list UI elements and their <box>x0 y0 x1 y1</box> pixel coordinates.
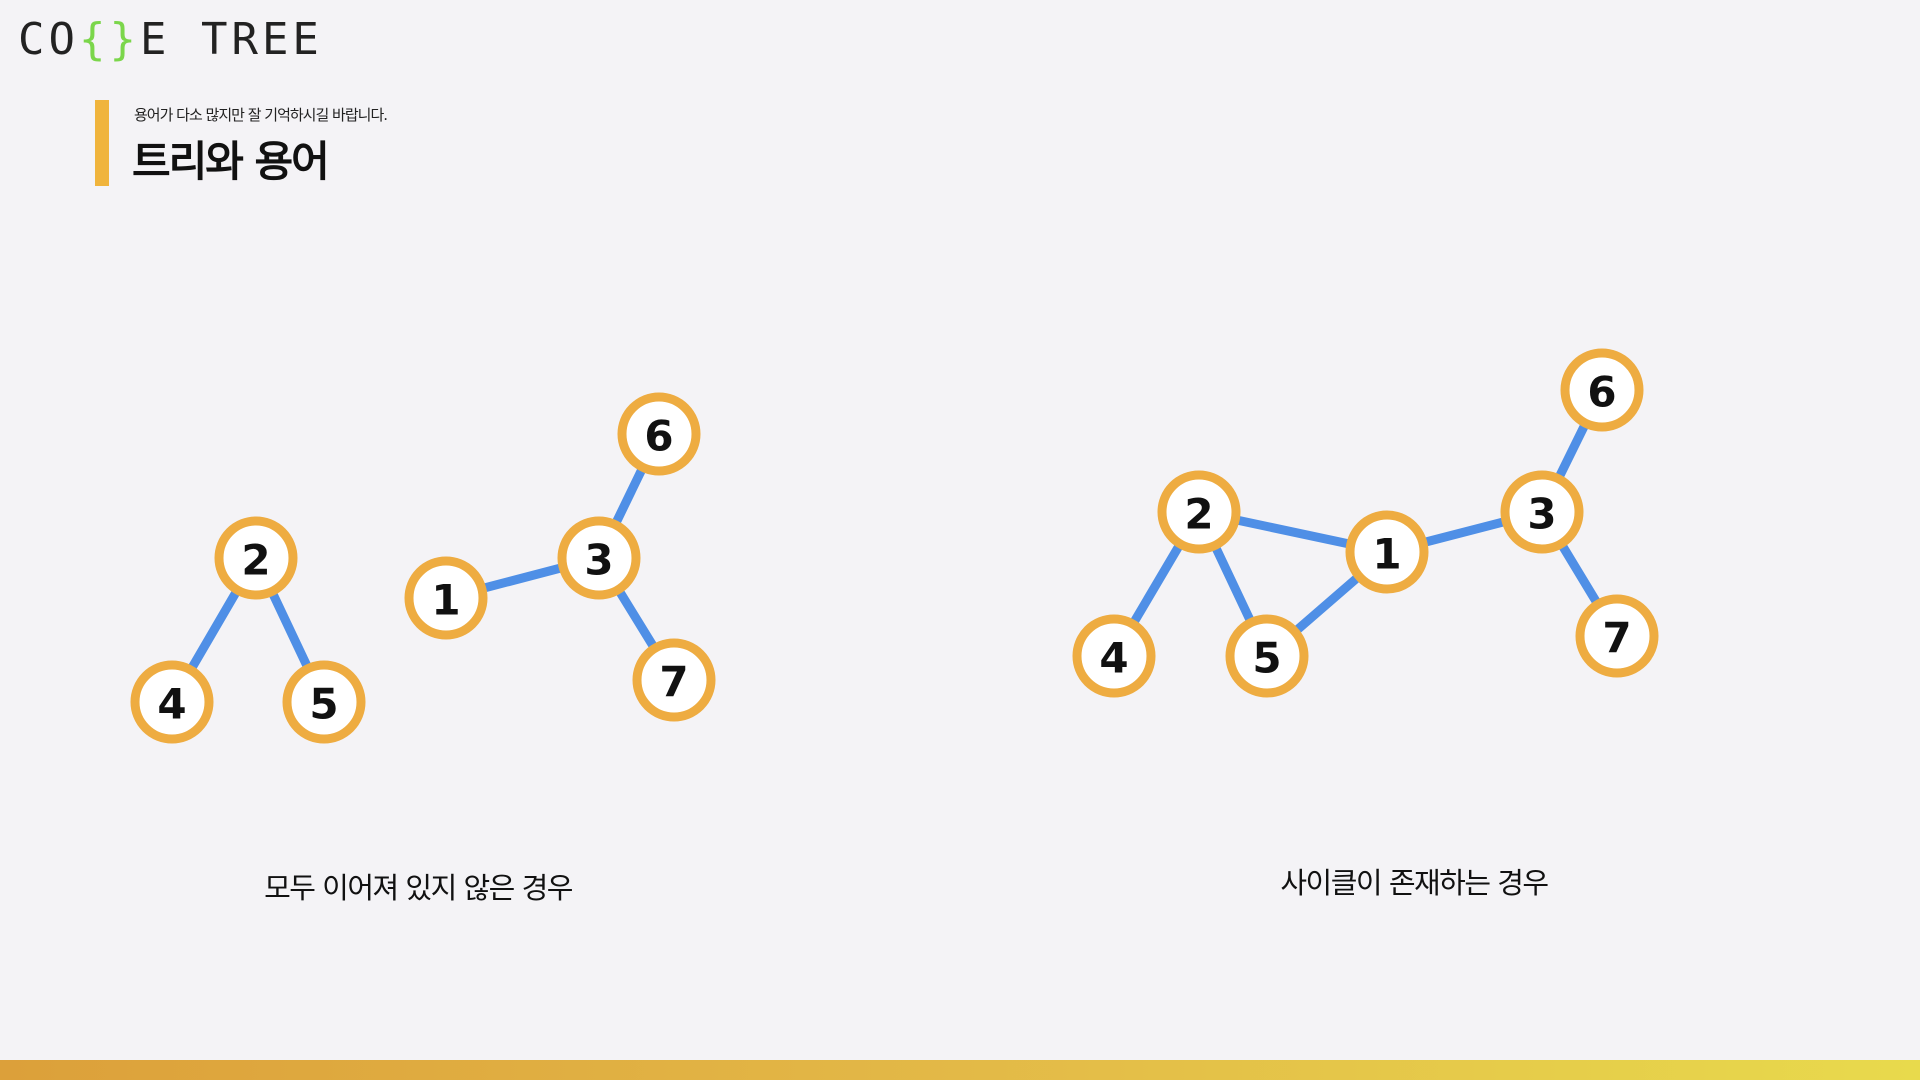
node-2: 2 <box>214 516 298 600</box>
node-4: 4 <box>1072 614 1156 698</box>
title-accent-bar <box>95 100 109 186</box>
caption-cycle: 사이클이 존재하는 경우 <box>1280 866 1549 900</box>
logo-text-etree: E TREE <box>140 14 323 64</box>
node-3: 3 <box>1500 470 1584 554</box>
page-title: 트리와 용어 <box>132 137 330 186</box>
node-label: 6 <box>644 412 673 461</box>
node-label: 5 <box>1252 634 1281 683</box>
node-5: 5 <box>282 660 366 744</box>
node-7: 7 <box>632 638 716 722</box>
node-label: 3 <box>1527 490 1556 539</box>
node-3: 3 <box>557 516 641 600</box>
code-tree-logo: CO{}E TREE <box>18 14 323 64</box>
diagram-disconnected: 2 4 5 1 3 6 7 <box>130 392 716 744</box>
node-5: 5 <box>1225 614 1309 698</box>
node-6: 6 <box>1560 348 1644 432</box>
node-label: 5 <box>309 680 338 729</box>
node-label: 4 <box>1099 634 1128 683</box>
logo-text-co: CO <box>18 14 79 64</box>
node-label: 1 <box>1372 530 1401 579</box>
footer-gradient-bar <box>0 1060 1920 1080</box>
svg-text:CO{}E TREE: CO{}E TREE <box>18 14 323 64</box>
logo-brace-open: { <box>79 14 110 64</box>
node-label: 4 <box>157 680 186 729</box>
node-label: 2 <box>1184 490 1213 539</box>
node-label: 7 <box>659 658 688 707</box>
node-6: 6 <box>617 392 701 476</box>
node-label: 1 <box>431 576 460 625</box>
page-subtitle: 용어가 다소 많지만 잘 기억하시길 바랍니다. <box>134 106 388 124</box>
node-label: 3 <box>584 536 613 585</box>
node-7: 7 <box>1575 594 1659 678</box>
node-1: 1 <box>1345 510 1429 594</box>
node-label: 6 <box>1587 368 1616 417</box>
caption-disconnected: 모두 이어져 있지 않은 경우 <box>264 871 573 905</box>
logo-brace-close: } <box>109 14 140 64</box>
node-1: 1 <box>404 556 488 640</box>
node-label: 7 <box>1602 614 1631 663</box>
node-4: 4 <box>130 660 214 744</box>
node-2: 2 <box>1157 470 1241 554</box>
node-label: 2 <box>241 536 270 585</box>
diagram-cycle: 2 4 5 1 3 6 7 <box>1072 348 1659 698</box>
